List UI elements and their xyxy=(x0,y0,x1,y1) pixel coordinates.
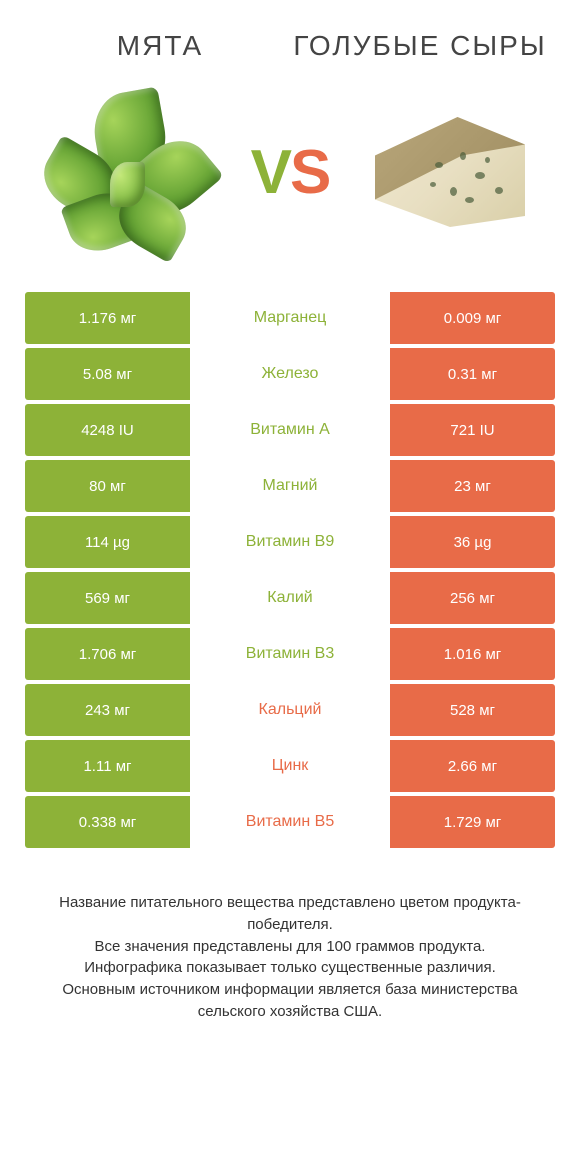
footnote-line: Основным источником информации является … xyxy=(30,979,550,1023)
right-value-cell: 36 µg xyxy=(390,516,555,568)
footnote-line: Название питательного вещества представл… xyxy=(30,892,550,936)
left-value-cell: 5.08 мг xyxy=(25,348,190,400)
nutrient-label-cell: Магний xyxy=(190,460,390,512)
footnote-line: Инфографика показывает только существенн… xyxy=(30,957,550,979)
nutrient-label-cell: Марганец xyxy=(190,292,390,344)
left-value-cell: 569 мг xyxy=(25,572,190,624)
vs-letter-s: S xyxy=(290,138,329,207)
left-product-title: МЯТА xyxy=(30,30,290,62)
right-value-cell: 1.016 мг xyxy=(390,628,555,680)
table-row: 1.11 мгЦинк2.66 мг xyxy=(25,740,555,792)
mint-image xyxy=(40,82,220,262)
nutrient-label-cell: Железо xyxy=(190,348,390,400)
left-value-cell: 243 мг xyxy=(25,684,190,736)
right-value-cell: 721 IU xyxy=(390,404,555,456)
vs-letter-v: V xyxy=(251,138,290,207)
footnote: Название питательного вещества представл… xyxy=(0,852,580,1023)
header: МЯТА ГОЛУБЫЕ СЫРЫ xyxy=(0,0,580,72)
table-row: 80 мгМагний23 мг xyxy=(25,460,555,512)
left-value-cell: 80 мг xyxy=(25,460,190,512)
table-row: 1.176 мгМарганец0.009 мг xyxy=(25,292,555,344)
right-value-cell: 1.729 мг xyxy=(390,796,555,848)
left-value-cell: 114 µg xyxy=(25,516,190,568)
footnote-line: Все значения представлены для 100 граммо… xyxy=(30,936,550,958)
left-value-cell: 1.11 мг xyxy=(25,740,190,792)
left-value-cell: 1.706 мг xyxy=(25,628,190,680)
cheese-image xyxy=(360,82,540,262)
images-row: VS xyxy=(0,72,580,292)
left-value-cell: 1.176 мг xyxy=(25,292,190,344)
right-value-cell: 0.31 мг xyxy=(390,348,555,400)
nutrient-label-cell: Кальций xyxy=(190,684,390,736)
table-row: 0.338 мгВитамин B51.729 мг xyxy=(25,796,555,848)
nutrient-label-cell: Витамин B3 xyxy=(190,628,390,680)
left-value-cell: 4248 IU xyxy=(25,404,190,456)
table-row: 1.706 мгВитамин B31.016 мг xyxy=(25,628,555,680)
nutrient-label-cell: Цинк xyxy=(190,740,390,792)
table-row: 243 мгКальций528 мг xyxy=(25,684,555,736)
table-row: 4248 IUВитамин A721 IU xyxy=(25,404,555,456)
right-product-title: ГОЛУБЫЕ СЫРЫ xyxy=(290,30,550,62)
nutrient-label-cell: Витамин B9 xyxy=(190,516,390,568)
comparison-table: 1.176 мгМарганец0.009 мг5.08 мгЖелезо0.3… xyxy=(0,292,580,848)
right-value-cell: 0.009 мг xyxy=(390,292,555,344)
table-row: 569 мгКалий256 мг xyxy=(25,572,555,624)
nutrient-label-cell: Витамин B5 xyxy=(190,796,390,848)
right-value-cell: 528 мг xyxy=(390,684,555,736)
right-value-cell: 256 мг xyxy=(390,572,555,624)
table-row: 114 µgВитамин B936 µg xyxy=(25,516,555,568)
right-value-cell: 23 мг xyxy=(390,460,555,512)
nutrient-label-cell: Витамин A xyxy=(190,404,390,456)
vs-label: VS xyxy=(251,137,330,208)
blue-cheese-icon xyxy=(365,97,535,247)
table-row: 5.08 мгЖелезо0.31 мг xyxy=(25,348,555,400)
mint-icon xyxy=(45,87,215,257)
nutrient-label-cell: Калий xyxy=(190,572,390,624)
right-value-cell: 2.66 мг xyxy=(390,740,555,792)
left-value-cell: 0.338 мг xyxy=(25,796,190,848)
